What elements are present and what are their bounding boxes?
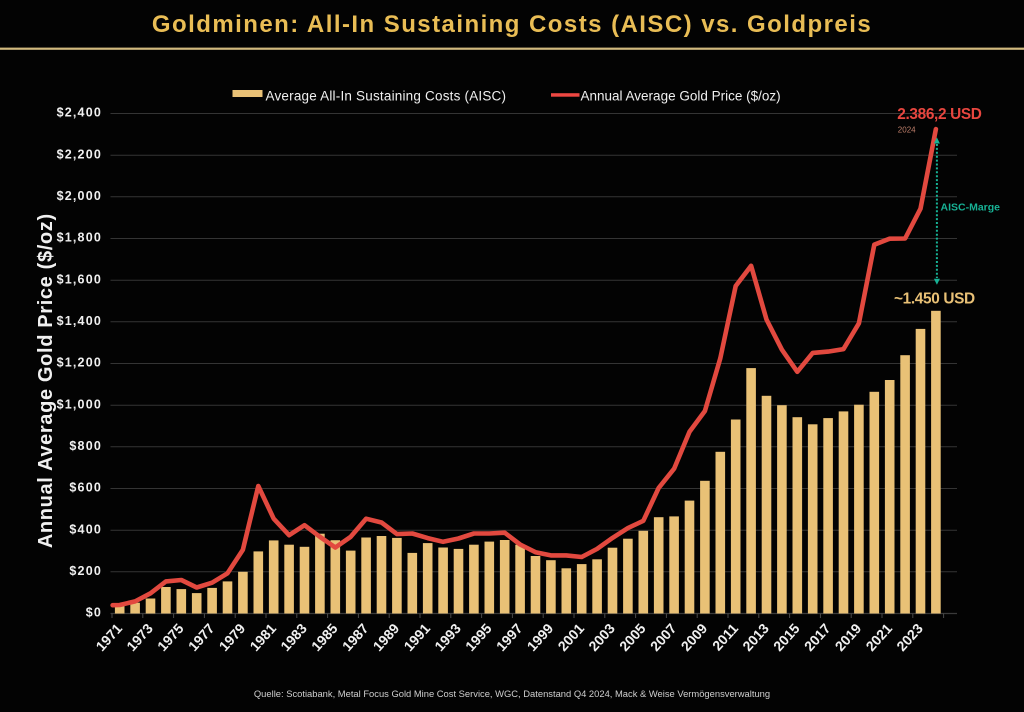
svg-text:$800: $800: [69, 439, 102, 453]
svg-text:$2,000: $2,000: [57, 189, 102, 203]
svg-text:$1,000: $1,000: [57, 397, 102, 411]
svg-text:$1,400: $1,400: [57, 314, 102, 328]
svg-text:$2,200: $2,200: [57, 147, 102, 161]
svg-text:$1,200: $1,200: [57, 356, 102, 370]
svg-text:~1.450 USD: ~1.450 USD: [894, 291, 975, 308]
svg-text:$400: $400: [69, 522, 102, 536]
svg-text:Goldminen: All-In Sustaining C: Goldminen: All-In Sustaining Costs (AISC…: [152, 11, 872, 38]
svg-text:Quelle: Scotiabank, Metal Focu: Quelle: Scotiabank, Metal Focus Gold Min…: [254, 688, 770, 699]
svg-text:Average All-In Sustaining Cost: Average All-In Sustaining Costs (AISC): [266, 89, 507, 104]
svg-text:$200: $200: [69, 564, 102, 578]
svg-text:$2,400: $2,400: [57, 106, 102, 120]
svg-text:Annual Average Gold Price ($/o: Annual Average Gold Price ($/oz): [581, 89, 781, 104]
svg-text:2024: 2024: [898, 125, 916, 134]
svg-text:$0: $0: [86, 606, 102, 620]
svg-text:$1,800: $1,800: [57, 231, 102, 245]
svg-text:AISC-Marge: AISC-Marge: [941, 202, 1001, 214]
svg-text:Annual Average Gold Price ($/o: Annual Average Gold Price ($/oz): [35, 213, 57, 548]
svg-text:$600: $600: [69, 481, 102, 495]
svg-text:$1,600: $1,600: [57, 272, 102, 286]
svg-text:2.386,2 USD: 2.386,2 USD: [897, 106, 982, 123]
